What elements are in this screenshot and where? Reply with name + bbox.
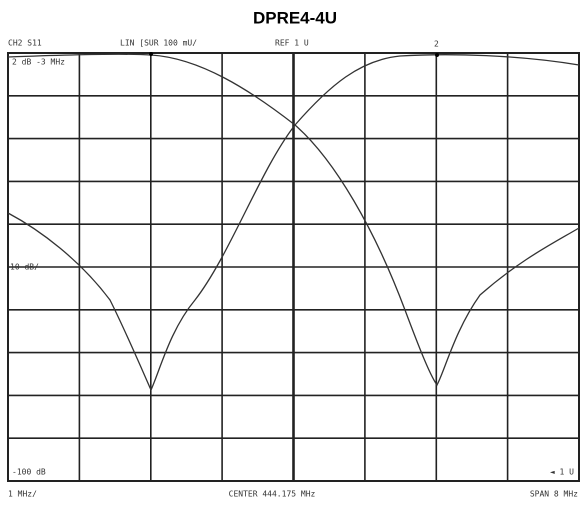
trace-reflection	[7, 54, 580, 392]
grid	[7, 52, 580, 482]
channel-label: CH2 S11	[8, 39, 42, 48]
scale-label: 10 dB/	[10, 263, 39, 272]
horizontal-grid	[8, 95, 579, 440]
title: DPRE4-4U	[253, 8, 337, 27]
marker-2	[435, 53, 439, 57]
bottom-right-label: ◄ 1 U	[550, 468, 574, 477]
bottom-left-label: -100 dB	[12, 468, 46, 477]
marker-1	[149, 52, 153, 56]
center-label: CENTER 444.175 MHz	[229, 490, 316, 499]
span-label: SPAN 8 MHz	[530, 490, 578, 499]
format-label: LIN [SUR 100 mU/	[120, 39, 197, 48]
marker-label: 2	[434, 40, 439, 49]
per-division-label: 1 MHz/	[8, 490, 37, 499]
reference-label: REF 1 U	[275, 39, 309, 48]
top-left-label: 2 dB -3 MHz	[12, 58, 65, 67]
